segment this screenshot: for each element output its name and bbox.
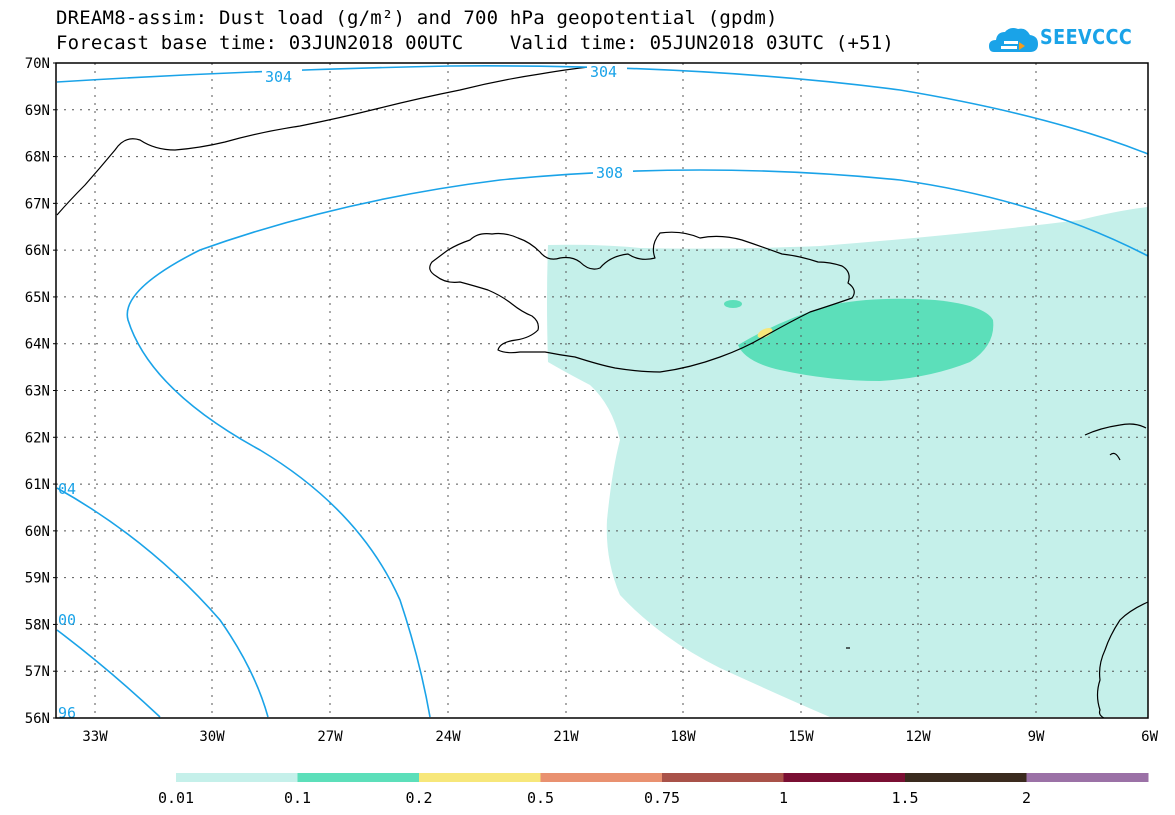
colorbar-label-0.01: 0.01 — [158, 789, 194, 807]
colorbar-label-0.2: 0.2 — [405, 789, 432, 807]
scotland-coastline — [1096, 601, 1149, 719]
dust-load-shading — [547, 207, 1148, 717]
colorbar-label-1.5: 1.5 — [891, 789, 918, 807]
colorbar-label-0.5: 0.5 — [527, 789, 554, 807]
logo-text: SEEVCCC — [1040, 25, 1133, 49]
lat-label-60N: 60N — [25, 524, 50, 540]
greenland-coastline — [56, 65, 601, 216]
contour-label-300-edge: 00 — [58, 611, 76, 629]
lon-label-30W: 30W — [199, 729, 225, 745]
contour-label-296-edge: 96 — [58, 704, 76, 722]
colorbar-label-2: 2 — [1022, 789, 1031, 807]
lat-label-62N: 62N — [25, 430, 50, 446]
dust-area-light — [547, 207, 1148, 717]
colorbar-swatch-6 — [905, 773, 1027, 782]
dust-area-medium — [738, 298, 994, 381]
lat-label-66N: 66N — [25, 243, 50, 259]
geopotential-contours — [56, 65, 1149, 718]
lat-label-64N: 64N — [25, 337, 50, 353]
graticule — [56, 63, 1148, 718]
colorbar-swatch-1 — [297, 773, 420, 782]
colorbar-label-0.1: 0.1 — [284, 789, 311, 807]
colorbar-swatch-4 — [662, 773, 784, 782]
lat-label-70N: 70N — [25, 56, 50, 72]
lat-label-57N: 57N — [25, 664, 50, 680]
iceland-coastline — [429, 231, 855, 373]
lat-label-67N: 67N — [25, 196, 50, 212]
lat-label-69N: 69N — [25, 103, 50, 119]
lon-label-24W: 24W — [435, 729, 461, 745]
lon-label-27W: 27W — [317, 729, 343, 745]
lat-label-61N: 61N — [25, 477, 50, 493]
lat-label-65N: 65N — [25, 290, 50, 306]
lat-label-58N: 58N — [25, 617, 50, 633]
colorbar-swatch-5 — [783, 773, 906, 782]
lon-label-18W: 18W — [670, 729, 696, 745]
lat-label-59N: 59N — [25, 571, 50, 587]
latitude-labels: 70N 69N 68N 67N 66N 65N 64N 63N 62N 61N 60N 59N 58N 5… — [25, 56, 56, 727]
colorbar-label-0.75: 0.75 — [644, 789, 680, 807]
lon-label-12W: 12W — [905, 729, 931, 745]
contour-label-304-right: 304 — [590, 63, 617, 81]
contour-label-308: 308 — [596, 164, 623, 182]
lon-label-33W: 33W — [82, 729, 108, 745]
colorbar-swatch-3 — [540, 773, 663, 782]
contour-label-304-edge: 04 — [58, 480, 76, 498]
lat-label-68N: 68N — [25, 150, 50, 166]
longitude-labels: 33W 30W 27W 24W 21W 18W 15W 12W 9W 6W — [82, 729, 1158, 745]
faroe-coastline — [1084, 423, 1147, 461]
colorbar: 0.01 0.1 0.2 0.5 0.75 1 1.5 2 — [158, 773, 1149, 807]
lat-label-56N: 56N — [25, 711, 50, 727]
colorbar-label-1: 1 — [779, 789, 788, 807]
lon-label-9W: 9W — [1028, 729, 1045, 745]
lat-label-63N: 63N — [25, 384, 50, 400]
colorbar-swatch-0 — [176, 773, 298, 782]
colorbar-swatch-7 — [1026, 773, 1149, 782]
title-line-2: Forecast base time: 03JUN2018 00UTC Vali… — [56, 32, 895, 54]
cloud-logo-icon — [989, 28, 1038, 52]
lon-label-6W: 6W — [1141, 729, 1158, 745]
lon-label-15W: 15W — [788, 729, 814, 745]
contour-304 — [56, 65, 1149, 155]
colorbar-swatch-2 — [419, 773, 541, 782]
contour-304-lower — [56, 487, 269, 718]
contour-label-304-left: 304 — [265, 68, 292, 86]
contour-308 — [126, 169, 1149, 718]
coastlines — [56, 65, 1149, 719]
dust-area-medium-inland — [724, 300, 742, 308]
dust-area-high — [757, 328, 773, 338]
title-line-1: DREAM8-assim: Dust load (g/m²) and 700 h… — [56, 7, 778, 29]
lon-label-21W: 21W — [553, 729, 579, 745]
contour-300 — [56, 629, 161, 718]
